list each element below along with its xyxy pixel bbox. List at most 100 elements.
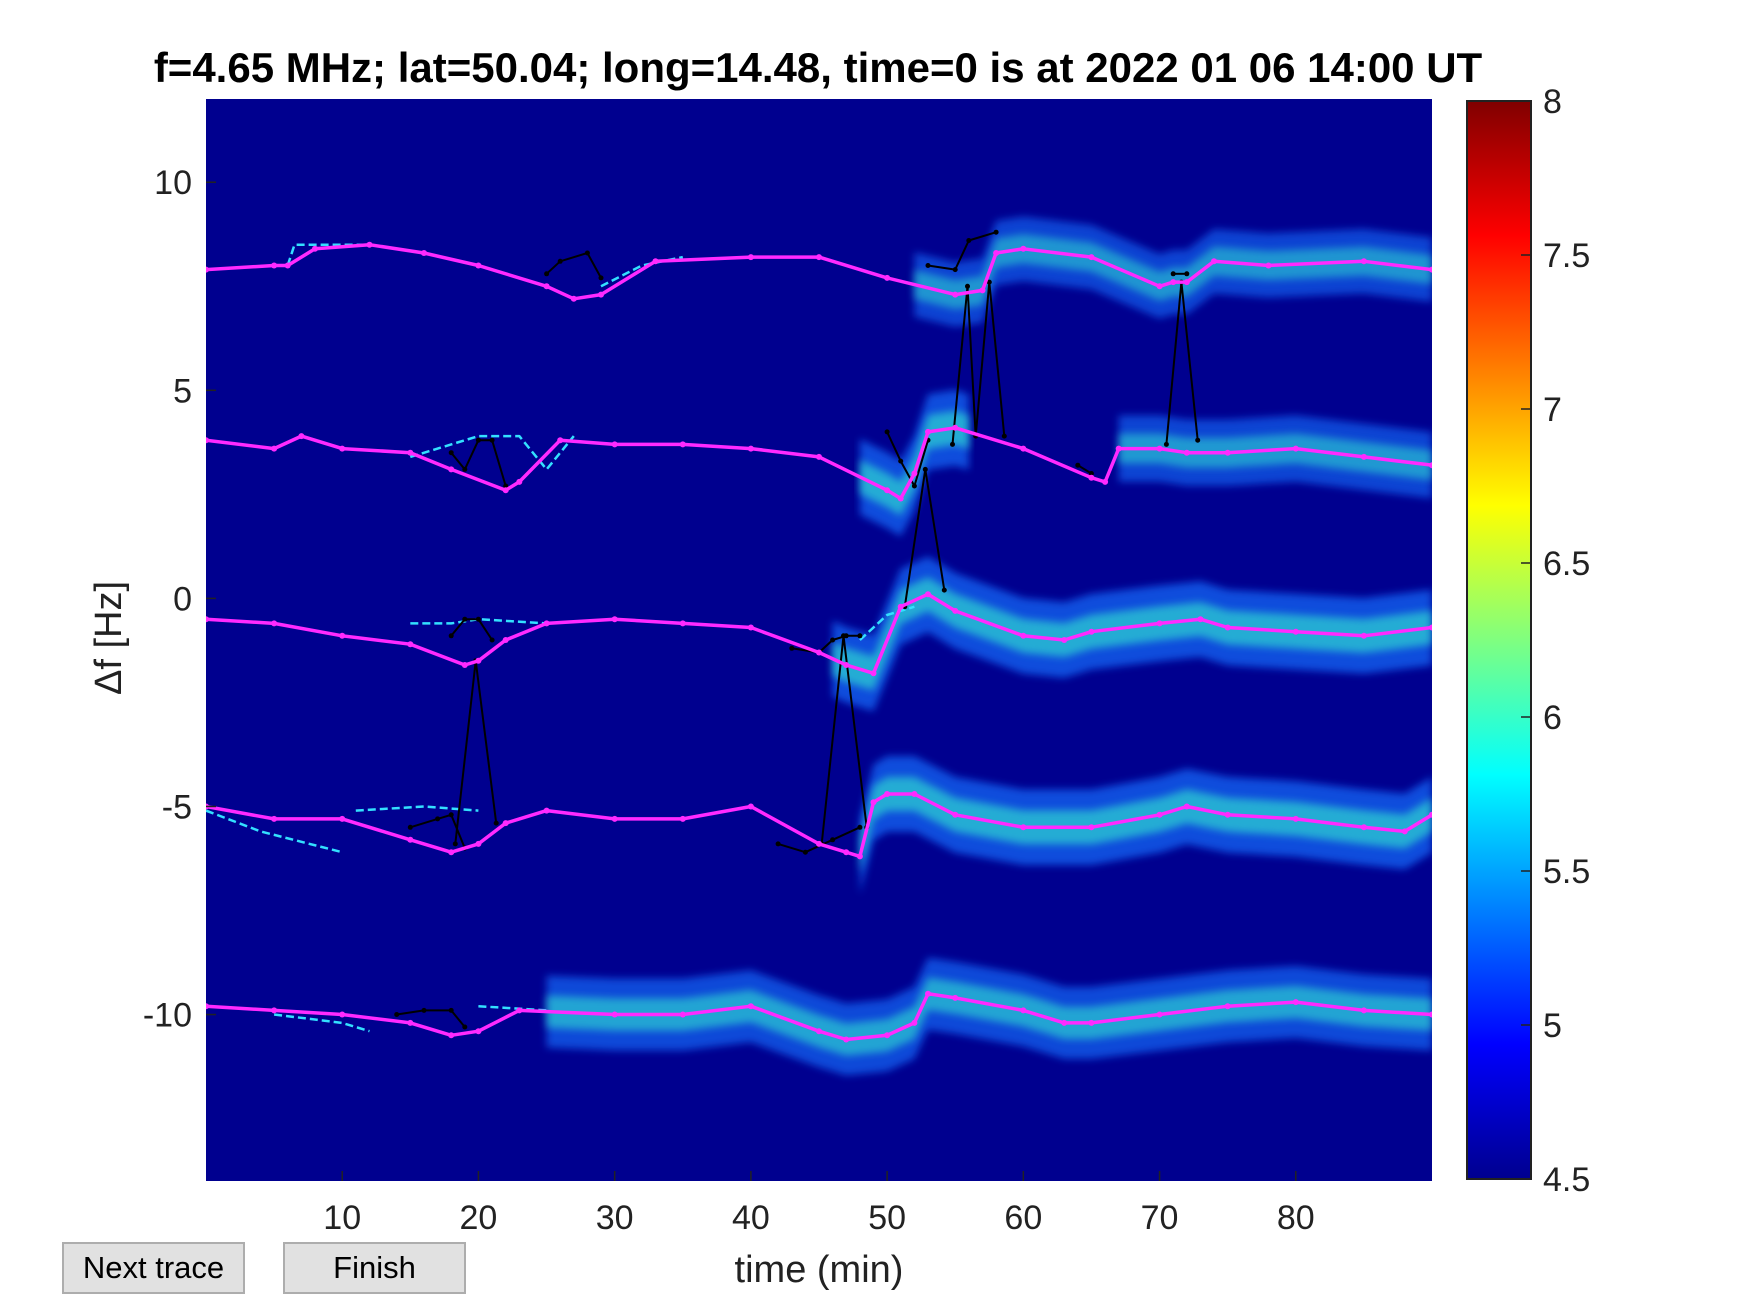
raw-trace-point: [911, 483, 917, 489]
raw-trace-line: [450, 618, 493, 641]
fitted-trace-point: [679, 815, 686, 822]
fitted-trace-point: [1429, 624, 1432, 631]
raw-trace-point: [1195, 437, 1201, 443]
y-tick-label: 5: [173, 372, 192, 410]
fitted-trace-point: [884, 487, 891, 494]
fitted-trace-point: [475, 657, 482, 664]
fitted-trace-point: [897, 495, 904, 502]
fitted-trace-point: [952, 811, 959, 818]
raw-trace-point: [1001, 433, 1007, 439]
fitted-trace-point: [747, 254, 754, 261]
fitted-trace-point: [312, 245, 318, 252]
fitted-trace-point: [952, 607, 959, 614]
fitted-trace-point: [952, 291, 959, 298]
raw-trace-point: [1088, 471, 1094, 476]
fitted-trace-point: [816, 1028, 822, 1035]
raw-trace-point: [493, 820, 499, 826]
y-tick-label: 0: [173, 580, 192, 618]
fitted-trace-point: [448, 1032, 455, 1039]
fitted-trace-point: [952, 994, 959, 1001]
fitted-trace-point: [652, 258, 659, 265]
raw-trace-point: [841, 633, 846, 639]
x-tick-label: 80: [1277, 1199, 1315, 1237]
raw-trace-point: [475, 616, 481, 622]
raw-trace-point: [448, 812, 454, 818]
raw-trace-point: [857, 633, 863, 639]
fitted-trace-point: [516, 478, 523, 485]
fitted-trace-point: [993, 250, 1000, 256]
fitted-trace-point: [747, 803, 754, 810]
fitted-trace-point: [271, 445, 278, 452]
colorbar-tick-label: 6: [1543, 699, 1562, 737]
finish-button[interactable]: Finish: [283, 1242, 466, 1294]
fitted-trace-point: [448, 849, 455, 856]
raw-trace-line: [1077, 464, 1092, 475]
chart-title: f=4.65 MHz; lat=50.04; long=14.48, time=…: [154, 44, 1483, 91]
fitted-trace-point: [1292, 999, 1299, 1006]
raw-trace-point: [1170, 271, 1176, 277]
fitted-trace-point: [1429, 462, 1432, 469]
raw-trace-point: [986, 279, 992, 285]
fitted-trace-point: [925, 591, 931, 598]
fitted-trace-point: [1156, 283, 1163, 290]
raw-trace-line: [927, 231, 997, 271]
fitted-trace-line: [206, 991, 1432, 1042]
raw-trace-point: [1184, 271, 1190, 277]
fitted-trace-point: [1156, 811, 1163, 818]
fitted-trace-point: [475, 840, 482, 847]
fitted-trace-point: [1429, 1011, 1432, 1018]
fitted-trace-point: [1360, 453, 1367, 460]
raw-trace-point: [421, 1007, 427, 1013]
raw-trace-point: [489, 437, 495, 443]
colorbar-tick-label: 5.5: [1543, 853, 1590, 891]
fitted-trace-point: [1360, 632, 1367, 639]
intensity-band-core: [832, 577, 1432, 691]
colorbar: [1466, 100, 1532, 1180]
next-trace-button[interactable]: Next trace: [62, 1242, 245, 1294]
fitted-trace-point: [1265, 262, 1272, 269]
x-tick-label: 70: [1141, 1199, 1179, 1237]
fitted-trace-point: [516, 1007, 523, 1014]
fitted-trace-point: [816, 649, 822, 656]
fitted-trace-point: [1088, 474, 1095, 481]
y-axis: -10 -5 0 5 10: [143, 164, 216, 1035]
y-tick-label: 10: [154, 164, 192, 202]
fitted-trace-point: [884, 1032, 891, 1039]
cyan-trace-line: [273, 1013, 370, 1033]
fitted-trace-point: [407, 836, 414, 843]
raw-trace-point: [503, 483, 509, 489]
colorbar-tick-label: 5: [1543, 1007, 1562, 1045]
intensity-band-core: [546, 977, 1432, 1056]
fitted-trace-point: [1170, 279, 1177, 286]
fitted-trace-point: [271, 620, 278, 627]
raw-trace-point: [462, 616, 468, 622]
colorbar-ticks: 4.5 5 5.5 6 6.5 7 7.5 8: [1521, 83, 1590, 1199]
raw-trace-point: [775, 841, 781, 847]
fitted-trace-point: [1224, 449, 1231, 456]
fitted-trace-point: [407, 641, 414, 648]
fitted-trace-point: [1020, 824, 1027, 831]
fitted-trace-point: [1401, 828, 1408, 835]
raw-trace-line: [410, 813, 466, 849]
fitted-trace-point: [1360, 824, 1367, 831]
fitted-trace-point: [1020, 632, 1027, 639]
fitted-trace-point: [1183, 449, 1190, 456]
fitted-trace-point: [1360, 1007, 1367, 1014]
fitted-trace-point: [870, 799, 877, 806]
fitted-trace-line: [206, 426, 1432, 501]
fitted-trace-point: [1061, 1019, 1068, 1026]
x-tick-label: 60: [1004, 1199, 1042, 1237]
colorbar-tick-label: 4.5: [1543, 1161, 1590, 1199]
raw-trace-point: [557, 258, 563, 264]
raw-trace-point: [544, 271, 550, 277]
raw-trace-point: [448, 633, 454, 639]
fitted-trace-point: [1429, 266, 1432, 273]
intensity-band-core: [859, 776, 1432, 874]
fitted-trace-point: [816, 254, 822, 261]
fitted-trace-point: [271, 815, 278, 822]
fitted-trace-point: [271, 262, 278, 269]
colorbar-tick-label: 6.5: [1543, 545, 1590, 583]
raw-trace-point: [952, 267, 958, 273]
fitted-trace-point: [271, 1007, 278, 1014]
fitted-trace-point: [870, 670, 877, 677]
